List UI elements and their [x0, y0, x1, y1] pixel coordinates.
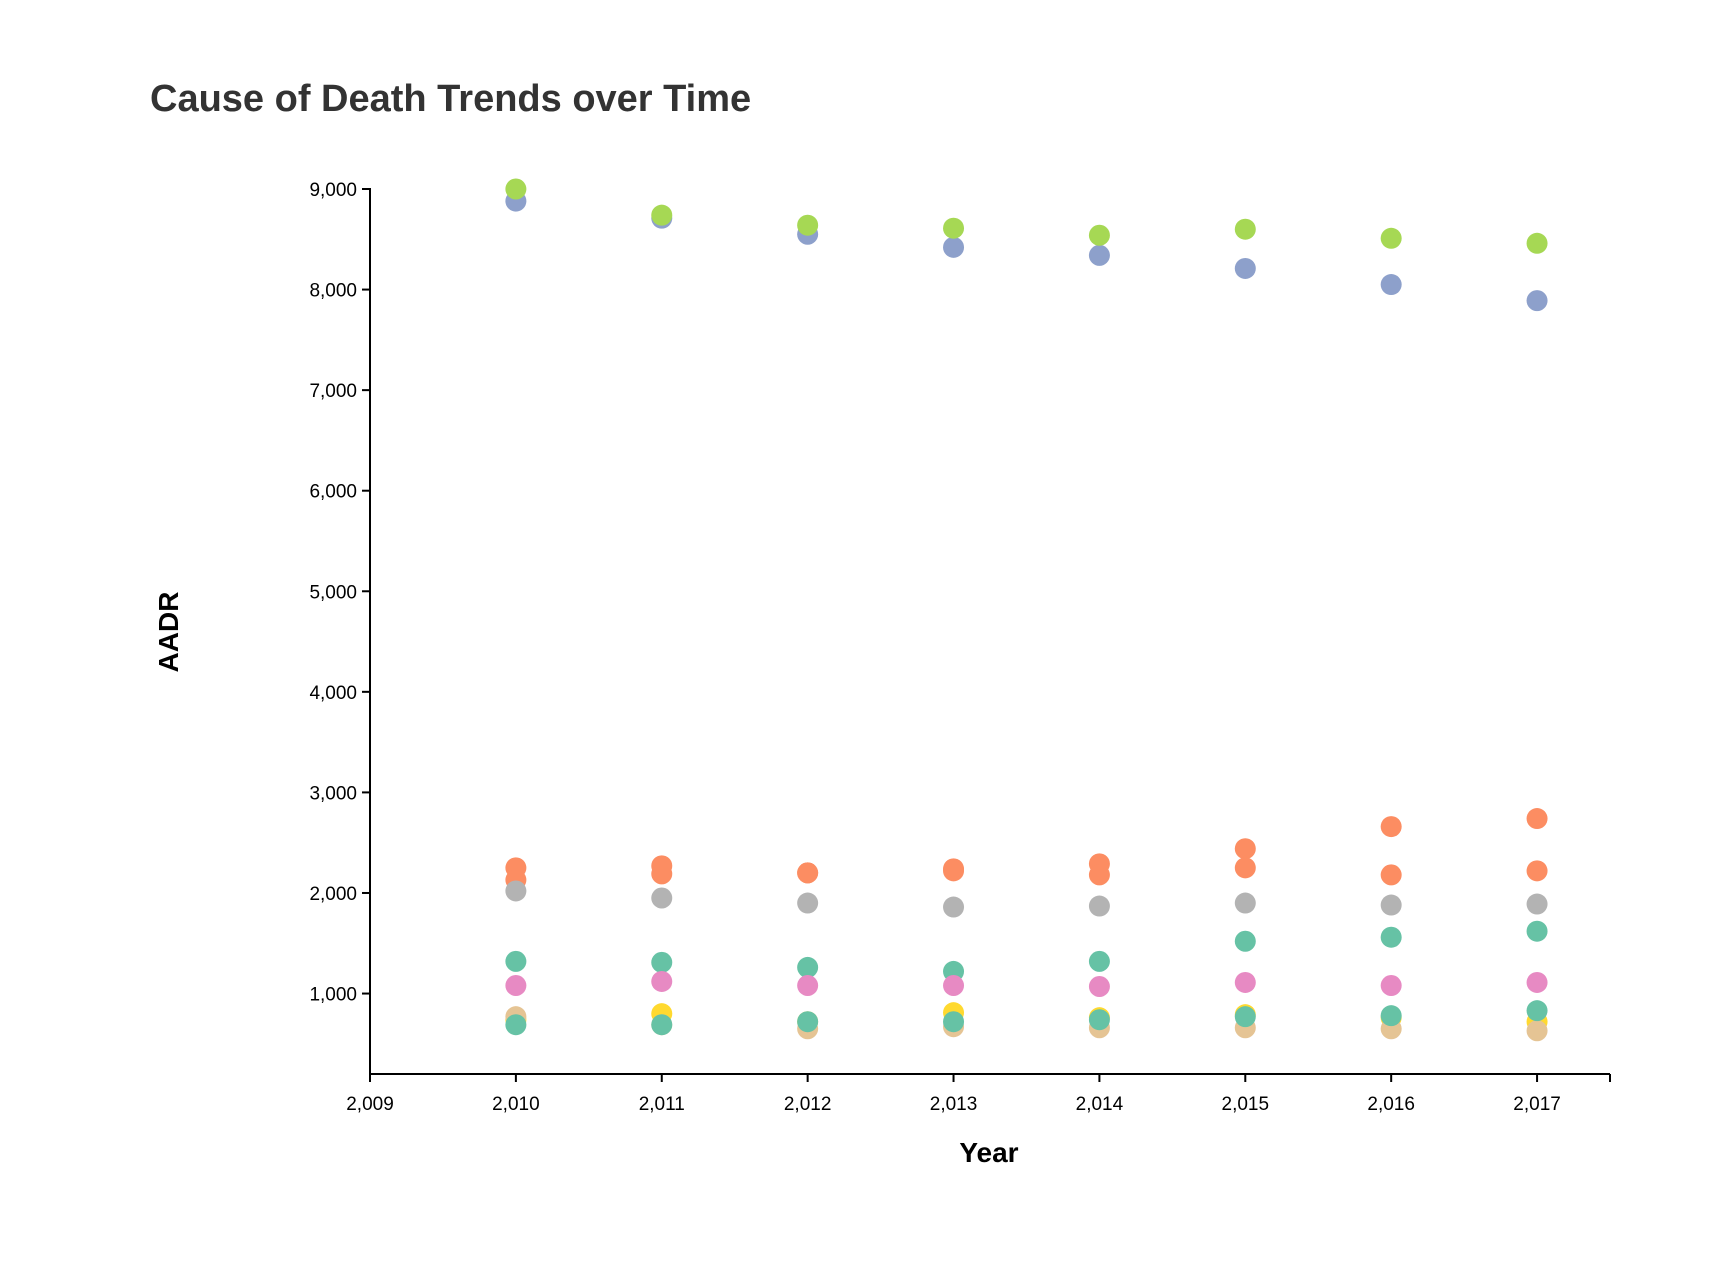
- data-point: [1088, 244, 1110, 266]
- data-point: [1088, 224, 1110, 246]
- y-tick-label: 6,000: [309, 482, 357, 503]
- series-10: [505, 1000, 1548, 1036]
- data-point: [943, 1011, 965, 1033]
- x-tick-label: 2,010: [492, 1094, 540, 1115]
- data-point: [1234, 857, 1256, 879]
- data-point: [943, 975, 965, 996]
- y-tick-label: 1,000: [309, 985, 357, 1006]
- x-axis-title: Year: [959, 1137, 1018, 1168]
- data-point: [1234, 257, 1256, 279]
- data-point: [1526, 893, 1548, 915]
- x-tick-label: 2,017: [1513, 1094, 1561, 1115]
- y-tick-label: 5,000: [309, 582, 357, 603]
- y-axis-title: AADR: [153, 592, 184, 673]
- data-point: [1088, 1009, 1110, 1031]
- y-tick-label: 7,000: [309, 381, 357, 402]
- data-point: [1380, 1005, 1402, 1027]
- x-tick-label: 2,013: [930, 1094, 978, 1115]
- x-tick-label: 2,016: [1367, 1094, 1415, 1115]
- data-point: [797, 862, 819, 884]
- data-point: [943, 860, 965, 882]
- data-point: [1088, 864, 1110, 886]
- data-point: [1380, 864, 1402, 886]
- data-point: [1380, 975, 1402, 996]
- x-tick-label: 2,015: [1222, 1094, 1270, 1115]
- x-tick-label: 2,009: [346, 1094, 394, 1115]
- data-point: [651, 863, 673, 885]
- data-point: [1088, 976, 1110, 998]
- x-tick-label: 2,012: [784, 1094, 832, 1115]
- data-point: [1380, 274, 1402, 296]
- data-point: [1088, 950, 1110, 972]
- y-tick-label: 4,000: [309, 683, 357, 704]
- data-point: [505, 178, 527, 200]
- data-points: [505, 178, 1548, 1042]
- y-tick-label: 2,000: [309, 884, 357, 905]
- data-point: [1380, 894, 1402, 916]
- data-point: [1234, 930, 1256, 952]
- data-point: [651, 204, 673, 226]
- data-point: [797, 956, 819, 978]
- y-tick-label: 9,000: [309, 180, 357, 201]
- data-point: [651, 970, 673, 992]
- y-axis: 1,000 2,000 3,000 4,000 5,000 6,000 7,000 8,000…: [309, 180, 371, 1074]
- data-point: [505, 975, 527, 996]
- series-2: [505, 178, 1548, 254]
- data-point: [1234, 971, 1256, 993]
- data-point: [1380, 926, 1402, 948]
- data-point: [797, 892, 819, 914]
- x-tick-label: 2,014: [1076, 1094, 1124, 1115]
- data-point: [1088, 895, 1110, 917]
- data-point: [1526, 971, 1548, 993]
- data-point: [1380, 816, 1402, 838]
- data-point: [1526, 232, 1548, 254]
- data-point: [651, 951, 673, 973]
- data-point: [505, 880, 527, 902]
- data-point: [1526, 290, 1548, 312]
- chart-title: Cause of Death Trends over Time: [150, 78, 752, 120]
- data-point: [1234, 838, 1256, 860]
- y-tick-label: 3,000: [309, 783, 357, 804]
- y-tick-label: 8,000: [309, 281, 357, 302]
- data-point: [1526, 1000, 1548, 1022]
- data-point: [1380, 227, 1402, 249]
- data-point: [1526, 1020, 1548, 1042]
- x-tick-label: 2,011: [639, 1094, 685, 1115]
- data-point: [651, 1014, 673, 1036]
- data-point: [1526, 808, 1548, 830]
- data-point: [943, 217, 965, 239]
- series-5: [505, 880, 1548, 918]
- data-point: [505, 1014, 527, 1036]
- data-point: [505, 950, 527, 972]
- data-point: [1234, 1006, 1256, 1028]
- data-point: [797, 214, 819, 236]
- data-point: [651, 887, 673, 909]
- data-point: [1526, 920, 1548, 942]
- data-point: [1526, 860, 1548, 882]
- data-point: [943, 236, 965, 258]
- data-point: [797, 975, 819, 996]
- series-7: [505, 970, 1548, 998]
- data-point: [1234, 218, 1256, 240]
- data-point: [797, 1011, 819, 1033]
- data-point: [943, 896, 965, 918]
- data-point: [1234, 892, 1256, 914]
- x-axis: 2,009 2,010 2,011 2,012 2,013 2,014 2,015 2,016…: [346, 1073, 1611, 1115]
